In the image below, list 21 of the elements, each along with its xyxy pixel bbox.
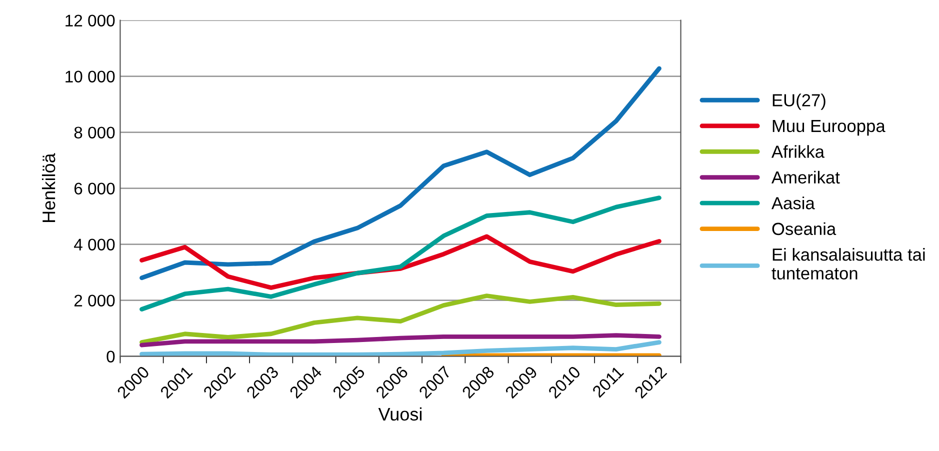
y-tick-label: 8 000 xyxy=(74,126,115,138)
y-tick-label: 10 000 xyxy=(66,70,115,82)
legend-label: Ei kansalaisuutta tai tuntematon xyxy=(772,248,925,280)
legend-label: Amerikat xyxy=(771,170,840,184)
y-axis-title: Henkilöä xyxy=(42,153,56,222)
y-tick-label: 2 000 xyxy=(74,294,115,306)
y-tick-label: 4 000 xyxy=(74,238,115,250)
legend-label: Muu Eurooppa xyxy=(772,120,886,136)
line-series xyxy=(140,66,662,280)
y-tick-label: 6 000 xyxy=(74,182,115,194)
line-series xyxy=(140,340,662,356)
legend-label: Oseania xyxy=(772,222,836,236)
legend-label: EU(27) xyxy=(772,94,826,110)
y-tick-label: 12 000 xyxy=(66,14,115,26)
line-series xyxy=(140,333,662,348)
line-series xyxy=(140,294,662,345)
y-tick-label: 0 xyxy=(106,350,115,362)
legend-label: Afrikka xyxy=(771,145,825,158)
legend-label: Aasia xyxy=(771,196,815,210)
x-axis-title: Vuosi xyxy=(378,407,422,421)
line-series xyxy=(140,196,662,312)
